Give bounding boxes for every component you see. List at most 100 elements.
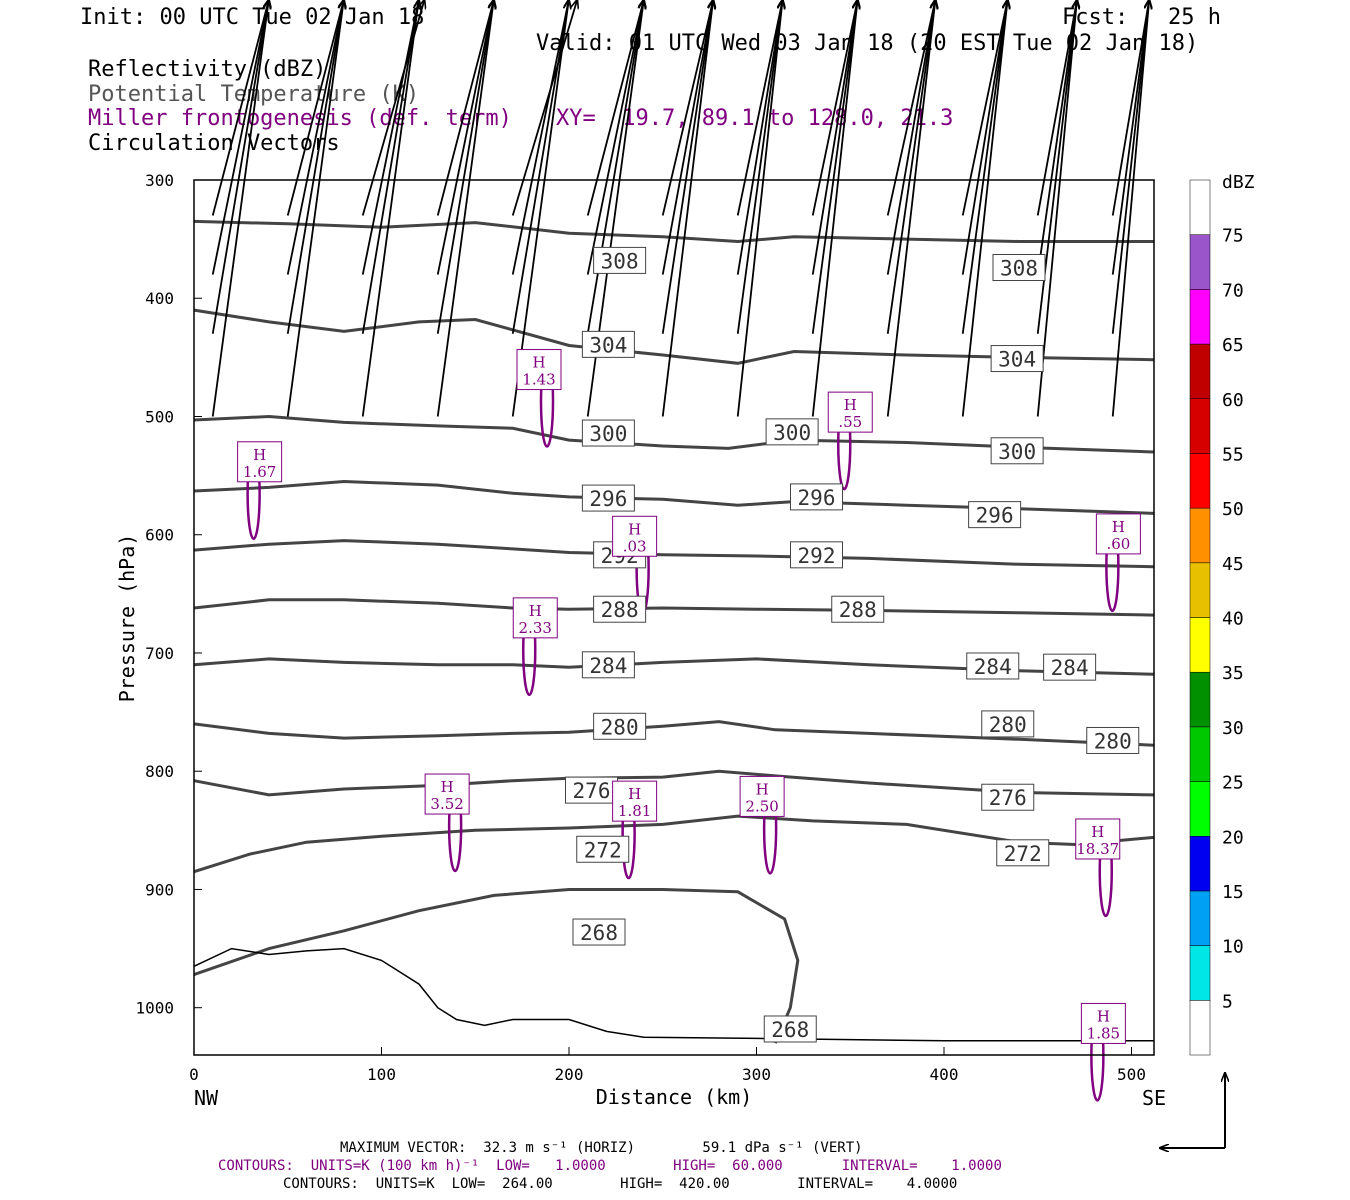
colorbar-label: 5 [1222, 991, 1233, 1012]
circulation-vector [1036, 0, 1077, 417]
colorbar-cell [1189, 781, 1211, 837]
theta-label-box [831, 595, 885, 623]
colorbar-label: 65 [1222, 335, 1244, 356]
circulation-vector [361, 0, 419, 275]
theta-label-box [1043, 653, 1097, 681]
theta-contour-268 [193, 888, 800, 1044]
circulation-vector [1111, 0, 1149, 275]
theta-label-box [581, 330, 635, 358]
field-reflectivity: Reflectivity (dBZ) [88, 57, 327, 82]
maximum-value: 2.50 [745, 797, 778, 815]
colorbar-label: 20 [1222, 827, 1244, 848]
circulation-vector [286, 0, 344, 216]
theta-label-box [981, 710, 1035, 738]
maximum-value: 1.67 [243, 463, 276, 481]
x-tick-label: 500 [1117, 1065, 1146, 1084]
circulation-vector [961, 0, 1008, 334]
circulation-vector [1036, 0, 1077, 275]
colorbar-cell [1189, 671, 1211, 728]
circulation-vector [661, 0, 713, 216]
colorbar-cell [1189, 289, 1211, 345]
x-end-label-nw: NW [194, 1086, 219, 1110]
colorbar-cell [1189, 890, 1211, 946]
circulation-vector [511, 0, 569, 334]
colorbar-label: 15 [1222, 882, 1244, 903]
maximum-value: .60 [1106, 535, 1130, 553]
theta-label: 280 [1094, 729, 1132, 753]
colorbar-title: dBZ [1222, 172, 1255, 193]
y-tick-label: 400 [145, 289, 174, 308]
theta-label-box [765, 418, 819, 446]
footer-max-vector: MAXIMUM VECTOR: 32.3 m s⁻¹ (HORIZ) 59.1 … [340, 1140, 863, 1156]
theta-label-box [966, 652, 1020, 680]
colorbar: 5 10 15 20 25 30 35 40 45 50 55 60 65 70 75 dBZ [1189, 172, 1255, 1056]
theta-label: 296 [976, 504, 1014, 528]
maximum-value: 1.85 [1087, 1024, 1120, 1042]
circulation-vector [286, 0, 344, 417]
maximum-value: 2.33 [519, 619, 552, 637]
theta-label: 292 [798, 544, 836, 568]
circulation-vector [436, 0, 494, 275]
theta-label-box [593, 246, 647, 274]
colorbar-label: 60 [1222, 390, 1244, 411]
maximum-box [739, 775, 785, 817]
theta-contours [193, 219, 1155, 1044]
circulation-vector [736, 0, 783, 417]
maximum-marker: H [844, 396, 857, 414]
circulation-vector [1111, 0, 1149, 417]
theta-label: 268 [771, 1018, 809, 1042]
colorbar-cell [1189, 617, 1211, 673]
y-axis-label: Pressure (hPa) [115, 534, 139, 703]
theta-label: 288 [601, 598, 639, 622]
y-tick-label: 300 [145, 171, 174, 190]
maximum-marker: H [1097, 1007, 1110, 1025]
valid-time: Valid: 01 UTC Wed 03 Jan 18 (20 EST Tue … [536, 31, 1199, 56]
maximum-marker: H [441, 778, 454, 796]
colorbar-cell [1189, 726, 1211, 782]
circulation-vector [436, 0, 494, 334]
theta-label: 272 [584, 838, 622, 862]
maximum-box [516, 349, 562, 391]
circulation-vector [286, 0, 344, 275]
circulation-vector [661, 0, 713, 417]
init-time: Init: 00 UTC Tue 02 Jan 18 [80, 5, 425, 30]
circulation-vector [211, 0, 269, 275]
theta-label: 296 [589, 487, 627, 511]
theta-label-box [968, 501, 1022, 529]
maximum-value: 18.37 [1076, 840, 1119, 858]
theta-label-box [581, 651, 635, 679]
theta-label-box [790, 541, 843, 569]
theta-label-box [572, 918, 626, 946]
circulation-vector [886, 0, 936, 275]
maximum-marker: H [1091, 823, 1104, 841]
theta-label: 284 [1051, 656, 1089, 680]
y-tick-label: 1000 [135, 999, 174, 1018]
colorbar-cell [1189, 1000, 1211, 1056]
circulation-vector [1036, 0, 1077, 216]
colorbar-cell [1189, 453, 1211, 509]
colorbar-label: 55 [1222, 444, 1244, 465]
theta-label: 284 [589, 654, 627, 678]
theta-label: 296 [798, 486, 836, 510]
footer-theta-contours: CONTOURS: UNITS=K LOW= 264.00 HIGH= 420.… [283, 1176, 958, 1192]
theta-label-box [593, 712, 647, 740]
theta-label-box [581, 419, 635, 447]
colorbar-label: 30 [1222, 718, 1244, 739]
theta-label: 308 [1000, 257, 1038, 281]
theta-contour-288 [193, 598, 1155, 617]
circulation-vector [961, 0, 1008, 275]
x-tick-label: 200 [555, 1065, 584, 1084]
theta-label: 308 [601, 249, 639, 273]
maximum-box [1080, 1002, 1126, 1044]
circulation-vector [211, 0, 269, 417]
colorbar-cell [1189, 507, 1211, 564]
x-tick-label: 100 [367, 1065, 396, 1084]
colorbar-label: 10 [1222, 937, 1244, 958]
theta-label: 304 [589, 333, 627, 357]
maximum-box [1075, 818, 1121, 860]
colorbar-cell [1189, 562, 1211, 618]
circulation-vector [211, 0, 269, 216]
theta-label-box [996, 839, 1050, 867]
y-tick-label: 600 [145, 526, 174, 545]
circulation-vector [361, 0, 419, 417]
